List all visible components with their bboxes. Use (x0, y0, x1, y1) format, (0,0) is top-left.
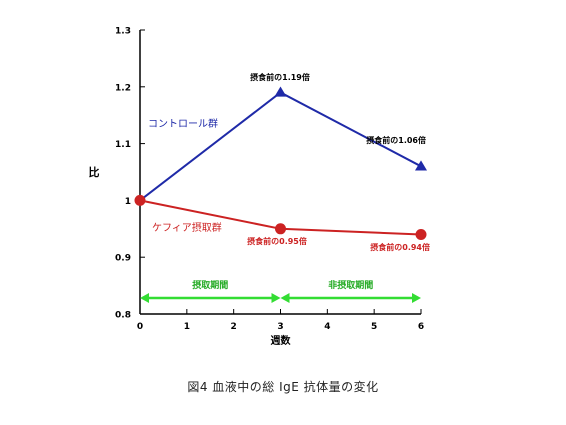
period-label: 非摂取期間 (328, 279, 373, 291)
period-arrowhead-right (271, 293, 281, 303)
data-label: 摂食前の0.94倍 (370, 242, 430, 252)
x-axis-label: 週数 (271, 334, 292, 347)
series-label: コントロール群 (148, 117, 218, 130)
x-tick-label: 5 (371, 322, 377, 332)
data-label: 摂食前の1.06倍 (366, 135, 426, 145)
y-tick-label: 1.1 (115, 140, 131, 150)
data-label: 摂食前の1.19倍 (250, 72, 310, 82)
data-point-circle (134, 194, 146, 206)
data-point-circle (415, 228, 427, 240)
x-tick-label: 1 (184, 322, 190, 332)
figure-caption: 図4 血液中の総 IgE 抗体量の変化 (187, 380, 379, 394)
x-tick-label: 2 (231, 322, 237, 332)
x-tick-label: 6 (418, 322, 424, 332)
y-tick-label: 0.8 (115, 311, 131, 321)
period-label: 摂取期間 (192, 279, 228, 291)
period-arrowhead-left (140, 293, 149, 303)
data-point-triangle (415, 160, 427, 171)
x-tick-label: 3 (277, 322, 283, 332)
series-label: ケフィア摂取群 (152, 221, 222, 234)
period-arrowhead-left (280, 293, 290, 303)
data-point-circle (275, 223, 286, 235)
series-line (139, 91, 422, 202)
y-axis-label: 比 (89, 165, 100, 179)
y-tick-label: 1.2 (115, 83, 131, 93)
y-tick-label: 1 (125, 197, 131, 207)
x-tick-label: 0 (137, 322, 143, 332)
x-tick-label: 4 (324, 322, 330, 332)
y-tick-label: 0.9 (115, 254, 131, 264)
data-label: 摂食前の0.95倍 (247, 236, 307, 246)
period-arrowhead-right (412, 293, 421, 303)
y-tick-label: 1.3 (115, 27, 131, 37)
data-point-triangle (274, 86, 287, 97)
